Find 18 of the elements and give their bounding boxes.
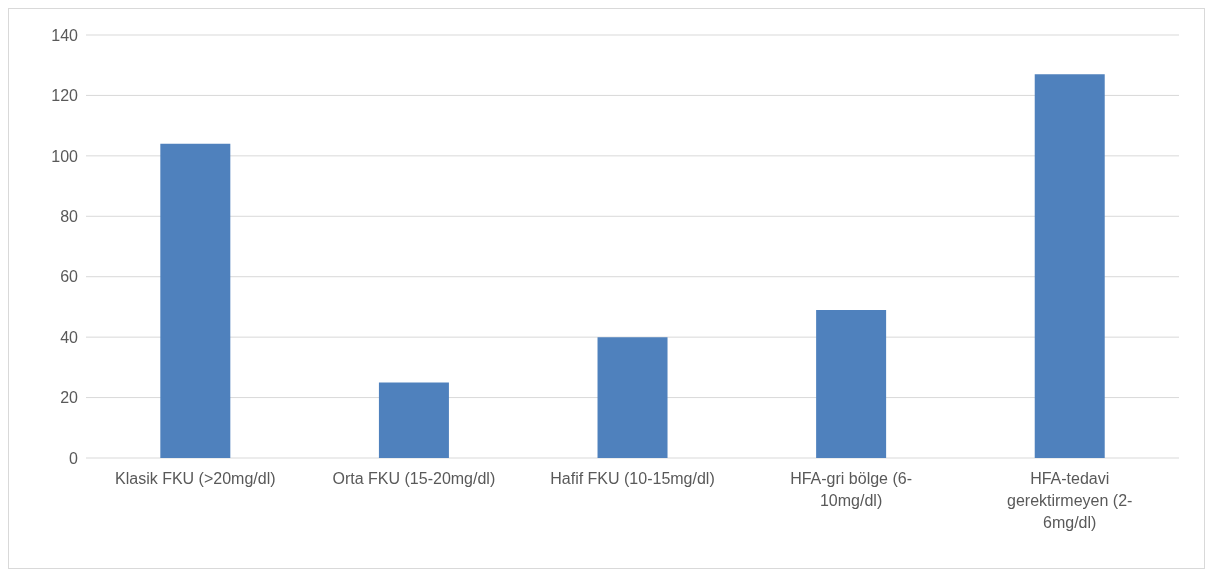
bar [597,337,668,458]
bar [378,382,449,458]
x-tick-label: HFA-tedavi gerektirmeyen (2-6mg/dl) [1007,470,1133,531]
bar [1034,74,1105,458]
y-tick-label: 80 [60,207,79,225]
bar [160,143,231,458]
y-tick-label: 0 [69,449,79,467]
x-tick-label: Hafif FKU (10-15mg/dl) [550,470,715,487]
y-tick-label: 100 [51,147,79,165]
bar [816,309,887,458]
y-tick-label: 40 [60,328,79,346]
x-tick-label: Klasik FKU (>20mg/dl) [115,470,276,487]
y-tick-label: 20 [60,389,79,407]
y-tick-label: 60 [60,268,79,286]
x-tick-label: Orta FKU (15-20mg/dl) [332,470,496,487]
y-tick-label: 140 [51,26,79,44]
x-tick-label: HFA-gri bölge (6-10mg/dl) [790,470,913,509]
y-tick-label: 120 [51,87,79,105]
